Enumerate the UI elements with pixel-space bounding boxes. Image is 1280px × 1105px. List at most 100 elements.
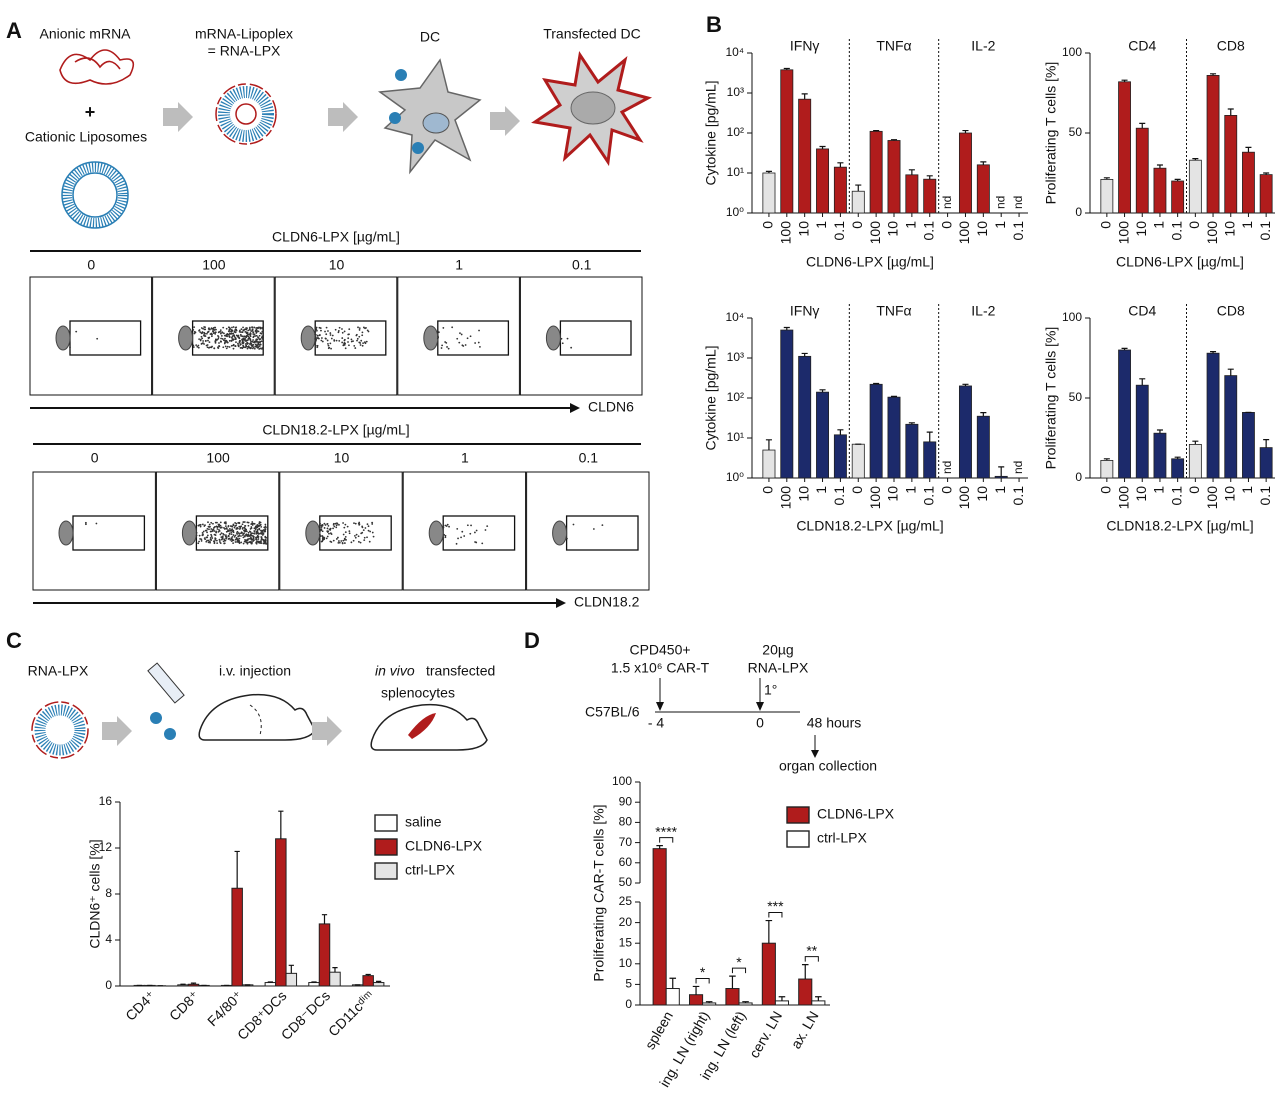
event: [226, 341, 228, 344]
event: [460, 536, 462, 539]
event: [332, 539, 335, 542]
significance-bracket: [804, 956, 819, 962]
event: [246, 332, 249, 335]
event: [255, 334, 258, 337]
event: [455, 542, 458, 545]
label: = RNA-LPX: [208, 43, 281, 59]
event: [341, 337, 344, 339]
group-label: CD8: [1217, 303, 1245, 319]
event: [570, 346, 573, 349]
event: [338, 541, 341, 544]
event: [355, 333, 358, 336]
event: [354, 536, 357, 539]
event: [245, 327, 248, 329]
flow-title: CLDN18.2-LPX [µg/mL]: [262, 422, 409, 438]
event: [323, 522, 326, 525]
event: [241, 523, 244, 526]
event: [217, 331, 220, 334]
event: [219, 332, 222, 335]
event: [344, 347, 347, 350]
event: [244, 330, 247, 333]
arrow: [756, 702, 764, 711]
axis-arrow: [556, 598, 566, 608]
x-tick-label: 100: [956, 221, 972, 245]
event: [462, 345, 465, 347]
event: [210, 521, 213, 524]
event: [366, 523, 369, 526]
x-tick-label: 1: [903, 221, 919, 229]
event: [334, 328, 337, 331]
event: [247, 521, 250, 524]
group-label: IFNγ: [790, 38, 820, 54]
error-bar: [1227, 108, 1234, 116]
event: [463, 535, 466, 537]
event: [329, 334, 332, 336]
event: [207, 539, 210, 542]
y-tick-label: 10³: [727, 85, 744, 99]
event: [477, 341, 480, 344]
event: [329, 540, 332, 543]
significance-label: ****: [655, 823, 677, 839]
event: [214, 331, 217, 334]
label: splenocytes: [381, 685, 455, 701]
y-tick-label: 0: [1075, 470, 1082, 484]
y-tick-label: 10¹: [727, 165, 744, 179]
event: [360, 339, 363, 342]
error-bar: [765, 439, 772, 451]
event: [475, 529, 478, 532]
x-tick-label: 0: [849, 486, 865, 494]
event: [232, 534, 235, 536]
event: [205, 536, 208, 539]
error-bar: [1174, 456, 1181, 459]
event: [592, 528, 595, 530]
label: organ collection: [779, 758, 877, 774]
event: [464, 344, 467, 346]
event: [258, 345, 261, 348]
event: [442, 327, 445, 329]
legend-label: ctrl-LPX: [405, 862, 455, 878]
event: [84, 521, 87, 524]
event: [470, 524, 472, 527]
event: [205, 332, 208, 335]
axis-arrow: [570, 403, 580, 413]
error-bar: [855, 184, 862, 192]
event: [234, 534, 237, 537]
event: [357, 535, 360, 538]
event: [254, 528, 257, 531]
event: [368, 540, 371, 543]
flow-plot: [155, 471, 280, 591]
event: [253, 531, 256, 533]
error-bar: [837, 429, 844, 435]
bar: [811, 1000, 826, 1006]
event: [474, 342, 477, 344]
error-bar: [873, 382, 880, 385]
significance-label: **: [806, 942, 817, 958]
event: [241, 532, 244, 534]
event: [237, 334, 240, 337]
y-tick-label: 10¹: [727, 430, 744, 444]
event: [208, 328, 211, 331]
event: [211, 537, 214, 539]
x-tick-label: 0.1: [920, 486, 936, 506]
event: [251, 347, 254, 350]
event: [486, 525, 489, 528]
event: [226, 333, 229, 335]
y-axis-label: Proliferating CAR-T cells [%]: [591, 804, 607, 981]
event: [353, 534, 356, 537]
bar: [308, 982, 320, 987]
event: [207, 330, 210, 333]
x-axis-label: CLDN18.2-LPX [µg/mL]: [796, 518, 943, 534]
event: [221, 338, 224, 340]
event: [206, 346, 209, 349]
event: [209, 333, 212, 336]
dose-label: 100: [202, 257, 226, 273]
event: [219, 526, 222, 529]
event: [243, 526, 246, 529]
x-tick-label: 100: [778, 486, 794, 510]
event: [466, 524, 469, 527]
event: [220, 526, 223, 529]
error-bar: [962, 129, 969, 133]
event: [329, 332, 332, 334]
event: [329, 527, 332, 530]
event: [201, 523, 204, 526]
